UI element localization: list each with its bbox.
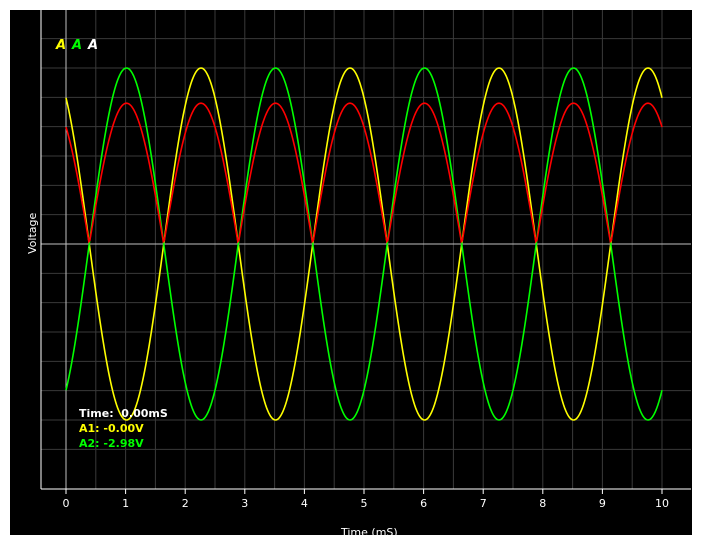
series-a2-line <box>65 67 663 421</box>
y-axis-label: Voltage <box>26 212 39 254</box>
cursor-a2-readout: A2: -2.98V <box>79 438 144 450</box>
x-tick-label: 1 <box>122 497 129 510</box>
series-sum-line <box>65 102 663 244</box>
oscilloscope-panel: 0 1 2 3 4 5 6 7 8 9 10 Voltage Time (mS) A A A Tim… <box>10 10 692 539</box>
cursor-a2-label: A2: <box>79 437 100 450</box>
x-tick-label: 2 <box>182 497 189 510</box>
x-tick-label: 5 <box>361 497 368 510</box>
cursor-a1-label: A1: <box>79 422 100 435</box>
x-tick-label: 9 <box>599 497 606 510</box>
x-tick-label: 4 <box>301 497 308 510</box>
channel-a1-icon[interactable]: A <box>56 38 67 53</box>
channel-math-icon[interactable]: A <box>88 38 99 53</box>
x-axis-label: Time (mS) <box>341 526 398 539</box>
x-tick-label: 6 <box>420 497 427 510</box>
x-tick-label: 7 <box>480 497 487 510</box>
cursor-a1-value: -0.00V <box>103 422 144 435</box>
x-tick-label: 10 <box>655 497 669 510</box>
cursor-a2-value: -2.98V <box>103 437 144 450</box>
cursor-time-readout: Time: 0.00mS <box>79 408 168 420</box>
cursor-time-label: Time: <box>79 407 114 420</box>
x-tick-label: 0 <box>63 497 70 510</box>
x-tick-label: 3 <box>241 497 248 510</box>
channel-a2-icon[interactable]: A <box>72 38 83 53</box>
cursor-time-value: 0.00mS <box>121 407 168 420</box>
waveform-plot[interactable]: 0 1 2 3 4 5 6 7 8 9 10 <box>10 10 692 535</box>
x-tick-label: 8 <box>539 497 546 510</box>
cursor-a1-readout: A1: -0.00V <box>79 423 144 435</box>
